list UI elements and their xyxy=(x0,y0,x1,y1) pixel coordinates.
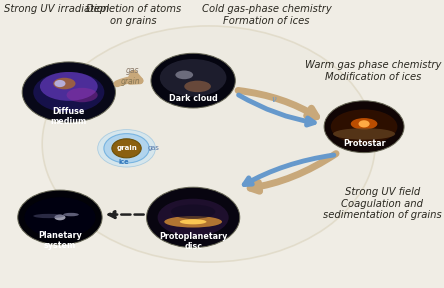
Text: Strong UV irradiation: Strong UV irradiation xyxy=(4,4,110,14)
Text: Dark cloud: Dark cloud xyxy=(169,94,218,103)
Ellipse shape xyxy=(180,219,206,224)
Text: Warm gas phase chemistry
Modification of ices: Warm gas phase chemistry Modification of… xyxy=(305,60,442,82)
Text: Strong UV field
Coagulation and
sedimentation of grains: Strong UV field Coagulation and sediment… xyxy=(323,187,442,220)
Ellipse shape xyxy=(33,72,104,112)
Circle shape xyxy=(324,101,404,153)
Ellipse shape xyxy=(331,109,397,144)
Ellipse shape xyxy=(351,118,377,130)
Text: grain: grain xyxy=(116,145,137,151)
Text: Planetary
system: Planetary system xyxy=(38,231,82,250)
Ellipse shape xyxy=(67,88,98,102)
Ellipse shape xyxy=(171,204,215,219)
Text: Cold gas-phase chemistry
Formation of ices: Cold gas-phase chemistry Formation of ic… xyxy=(202,4,331,26)
Ellipse shape xyxy=(164,216,222,228)
Text: Depletion of atoms
on grains: Depletion of atoms on grains xyxy=(86,4,181,26)
Ellipse shape xyxy=(42,26,375,262)
Text: grain: grain xyxy=(120,77,140,86)
Circle shape xyxy=(18,190,102,245)
Text: Diffuse
medium: Diffuse medium xyxy=(51,107,87,126)
Ellipse shape xyxy=(358,120,369,127)
Text: gas: gas xyxy=(147,145,159,151)
Text: $\nu$: $\nu$ xyxy=(271,95,277,104)
Ellipse shape xyxy=(55,80,66,87)
Ellipse shape xyxy=(160,59,226,96)
Ellipse shape xyxy=(55,215,66,220)
Ellipse shape xyxy=(40,72,98,101)
Circle shape xyxy=(22,62,115,122)
Text: ice: ice xyxy=(119,159,130,165)
Ellipse shape xyxy=(333,128,395,140)
Text: gas: gas xyxy=(126,66,139,75)
Text: Protostar: Protostar xyxy=(343,139,385,148)
Circle shape xyxy=(112,139,141,158)
Ellipse shape xyxy=(53,78,75,89)
Text: Protoplanetary
disc: Protoplanetary disc xyxy=(159,232,227,251)
Circle shape xyxy=(104,134,149,163)
Ellipse shape xyxy=(33,214,64,218)
Ellipse shape xyxy=(184,81,211,92)
Ellipse shape xyxy=(24,197,95,238)
Ellipse shape xyxy=(158,199,229,236)
Circle shape xyxy=(147,187,240,248)
Circle shape xyxy=(98,130,155,167)
Circle shape xyxy=(151,53,235,108)
Ellipse shape xyxy=(63,213,79,216)
Ellipse shape xyxy=(175,71,193,79)
